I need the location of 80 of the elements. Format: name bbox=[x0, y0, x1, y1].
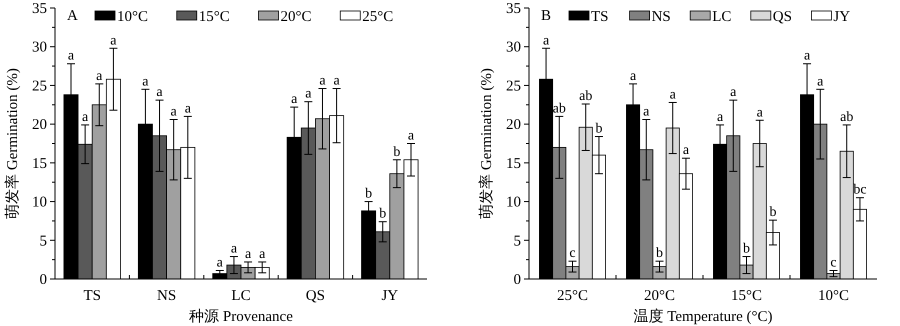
legend-label: 25°C bbox=[362, 9, 394, 25]
y-tick-label: 30 bbox=[506, 40, 521, 56]
data-label: ab bbox=[552, 101, 566, 116]
data-label: bc bbox=[853, 182, 867, 198]
data-label: a bbox=[408, 128, 415, 144]
data-label: ab bbox=[579, 89, 592, 104]
data-label: a bbox=[68, 48, 75, 64]
x-axis-title: 温度 Temperature (°C) bbox=[633, 308, 773, 325]
y-tick-label: 15 bbox=[506, 156, 521, 172]
data-label: a bbox=[244, 246, 252, 262]
data-label: a bbox=[156, 85, 164, 100]
data-label: a bbox=[230, 242, 238, 257]
y-tick-label: 35 bbox=[32, 1, 47, 17]
legend-label: LC bbox=[712, 9, 732, 25]
data-label: a bbox=[682, 143, 690, 158]
y-tick-label: 10 bbox=[32, 194, 47, 211]
legend-label: 15°C bbox=[198, 9, 230, 25]
legend-label: 10°C bbox=[117, 9, 148, 25]
data-label: b bbox=[595, 122, 602, 137]
data-label: a bbox=[142, 74, 150, 90]
chart-title: B bbox=[541, 8, 552, 24]
data-label: c bbox=[830, 255, 837, 270]
data-label: a bbox=[170, 104, 178, 120]
y-tick-label: 15 bbox=[32, 156, 47, 172]
data-label: a bbox=[259, 246, 266, 262]
y-axis-title: 萌发率 Germination (%) bbox=[478, 68, 495, 219]
data-label: a bbox=[630, 68, 637, 84]
data-label: b bbox=[769, 205, 776, 220]
data-label: a bbox=[216, 255, 224, 270]
data-label: a bbox=[319, 74, 326, 89]
data-label: a bbox=[333, 74, 340, 89]
data-label: c bbox=[569, 246, 576, 262]
data-label: a bbox=[542, 33, 550, 48]
data-label: a bbox=[817, 74, 824, 90]
y-tick-label: 30 bbox=[32, 40, 47, 56]
data-label: b bbox=[365, 186, 372, 202]
x-tick-label: LC bbox=[231, 288, 251, 304]
x-tick-label: NS bbox=[157, 288, 176, 304]
data-label: a bbox=[643, 104, 650, 120]
y-tick-label: 35 bbox=[506, 1, 521, 17]
legend-label: QS bbox=[772, 9, 792, 25]
data-label: a bbox=[804, 48, 811, 64]
data-label: a bbox=[670, 87, 677, 102]
x-tick-label: 10°C bbox=[818, 288, 850, 304]
y-axis-title: 萌发率 Germination (%) bbox=[4, 68, 21, 219]
y-tick-label: 0 bbox=[40, 272, 47, 288]
x-tick-label: JY bbox=[381, 288, 398, 304]
data-label: b bbox=[743, 242, 750, 257]
data-label: ab bbox=[840, 110, 854, 125]
y-tick-label: 5 bbox=[40, 233, 47, 250]
data-label: b bbox=[656, 246, 663, 262]
data-label: a bbox=[305, 86, 312, 102]
y-tick-label: 5 bbox=[514, 233, 521, 250]
legend-label: 20°C bbox=[280, 9, 312, 25]
y-tick-label: 25 bbox=[506, 78, 521, 94]
data-label: a bbox=[184, 101, 192, 116]
x-axis-title: 种源 Provenance bbox=[189, 308, 294, 325]
data-label: a bbox=[756, 105, 764, 120]
data-label: a bbox=[716, 110, 724, 125]
legend-label: NS bbox=[652, 9, 671, 25]
x-tick-label: 25°C bbox=[556, 288, 588, 304]
x-tick-label: QS bbox=[306, 288, 325, 304]
y-tick-label: 20 bbox=[506, 117, 521, 134]
data-label: a bbox=[96, 68, 104, 84]
data-label: a bbox=[730, 85, 738, 100]
legend-label: TS bbox=[591, 9, 609, 25]
data-label: a bbox=[291, 92, 298, 108]
data-label: a bbox=[110, 33, 118, 48]
chart-title: A bbox=[67, 8, 78, 24]
x-tick-label: 20°C bbox=[644, 288, 676, 304]
x-tick-label: 15°C bbox=[730, 288, 762, 304]
y-tick-label: 0 bbox=[514, 272, 521, 288]
data-label: a bbox=[82, 110, 90, 125]
x-tick-label: TS bbox=[83, 288, 101, 304]
legend-label: JY bbox=[833, 9, 850, 25]
data-label: b bbox=[393, 144, 400, 160]
y-tick-label: 20 bbox=[32, 117, 47, 134]
y-tick-label: 25 bbox=[32, 78, 47, 94]
data-label: b bbox=[379, 206, 386, 222]
y-tick-label: 10 bbox=[506, 194, 521, 211]
